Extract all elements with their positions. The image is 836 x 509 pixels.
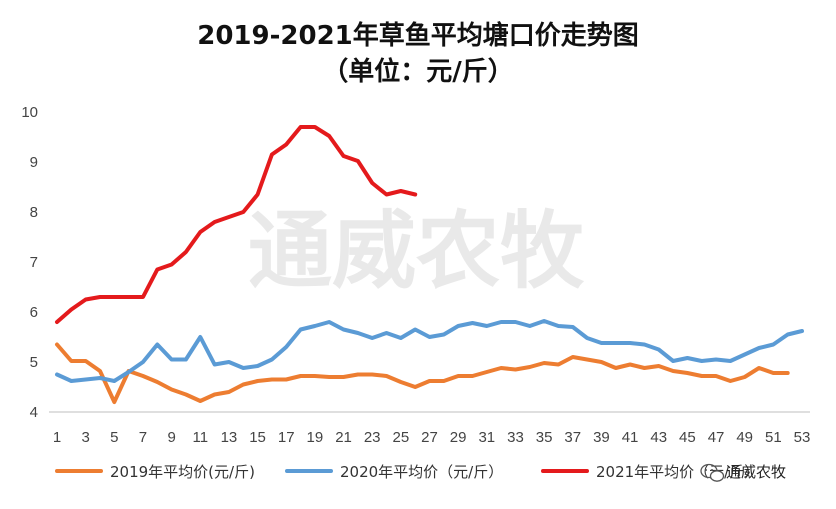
x-tick-label: 19: [307, 429, 324, 446]
x-tick-label: 15: [249, 429, 266, 446]
y-tick-label: 8: [30, 204, 38, 221]
x-tick-label: 7: [139, 429, 147, 446]
y-tick-label: 4: [30, 404, 38, 421]
x-tick-label: 33: [507, 429, 524, 446]
x-axis-tick-labels: 1 3 5 7 9 11 13 15 17 19 21 23 25 27 29 31 33 35 37 39 41 43 4…: [53, 429, 811, 446]
x-tick-label: 51: [765, 429, 782, 446]
legend-label-2: 2020年平均价（元/斤）: [340, 463, 503, 481]
series-lines: [55, 125, 804, 404]
x-tick-label: 13: [221, 429, 238, 446]
x-tick-label: 21: [335, 429, 352, 446]
legend-label-1: 2019年平均价(元/斤): [110, 463, 255, 481]
x-tick-label: 1: [53, 429, 61, 446]
x-tick-label: 23: [364, 429, 381, 446]
x-tick-label: 27: [421, 429, 438, 446]
x-tick-label: 37: [564, 429, 581, 446]
legend: 2019年平均价(元/斤) 2020年平均价（元/斤） 2021年平均价（元/斤）: [55, 463, 759, 481]
y-tick-label: 9: [30, 154, 38, 171]
x-tick-label: 31: [478, 429, 495, 446]
x-tick-label: 25: [393, 429, 410, 446]
wechat-icon: [700, 463, 725, 482]
wechat-badge: 通威农牧: [700, 463, 786, 482]
x-tick-label: 45: [679, 429, 696, 446]
x-tick-label: 3: [81, 429, 89, 446]
x-tick-label: 47: [708, 429, 725, 446]
x-tick-label: 17: [278, 429, 295, 446]
x-tick-label: 9: [167, 429, 175, 446]
badge-text: 通威农牧: [726, 463, 786, 481]
series-line-2: [55, 319, 804, 383]
x-tick-label: 41: [622, 429, 639, 446]
y-axis-tick-labels: 4 5 6 7 8 9 10: [21, 104, 38, 421]
y-tick-label: 5: [30, 354, 38, 371]
watermark: 通威农牧: [248, 202, 585, 300]
x-tick-label: 39: [593, 429, 610, 446]
chart-subtitle: （单位：元/斤）: [322, 56, 514, 87]
x-tick-label: 11: [192, 429, 208, 446]
y-tick-label: 6: [30, 304, 38, 321]
series-line-1: [55, 342, 790, 404]
x-tick-label: 5: [110, 429, 118, 446]
chart-title: 2019-2021年草鱼平均塘口价走势图: [197, 20, 639, 51]
x-tick-label: 53: [794, 429, 811, 446]
y-tick-label: 7: [30, 254, 38, 271]
y-tick-label: 10: [21, 104, 38, 121]
series-line-3: [55, 125, 418, 324]
x-tick-label: 35: [536, 429, 553, 446]
x-tick-label: 29: [450, 429, 467, 446]
x-tick-label: 49: [736, 429, 753, 446]
x-tick-label: 43: [650, 429, 667, 446]
